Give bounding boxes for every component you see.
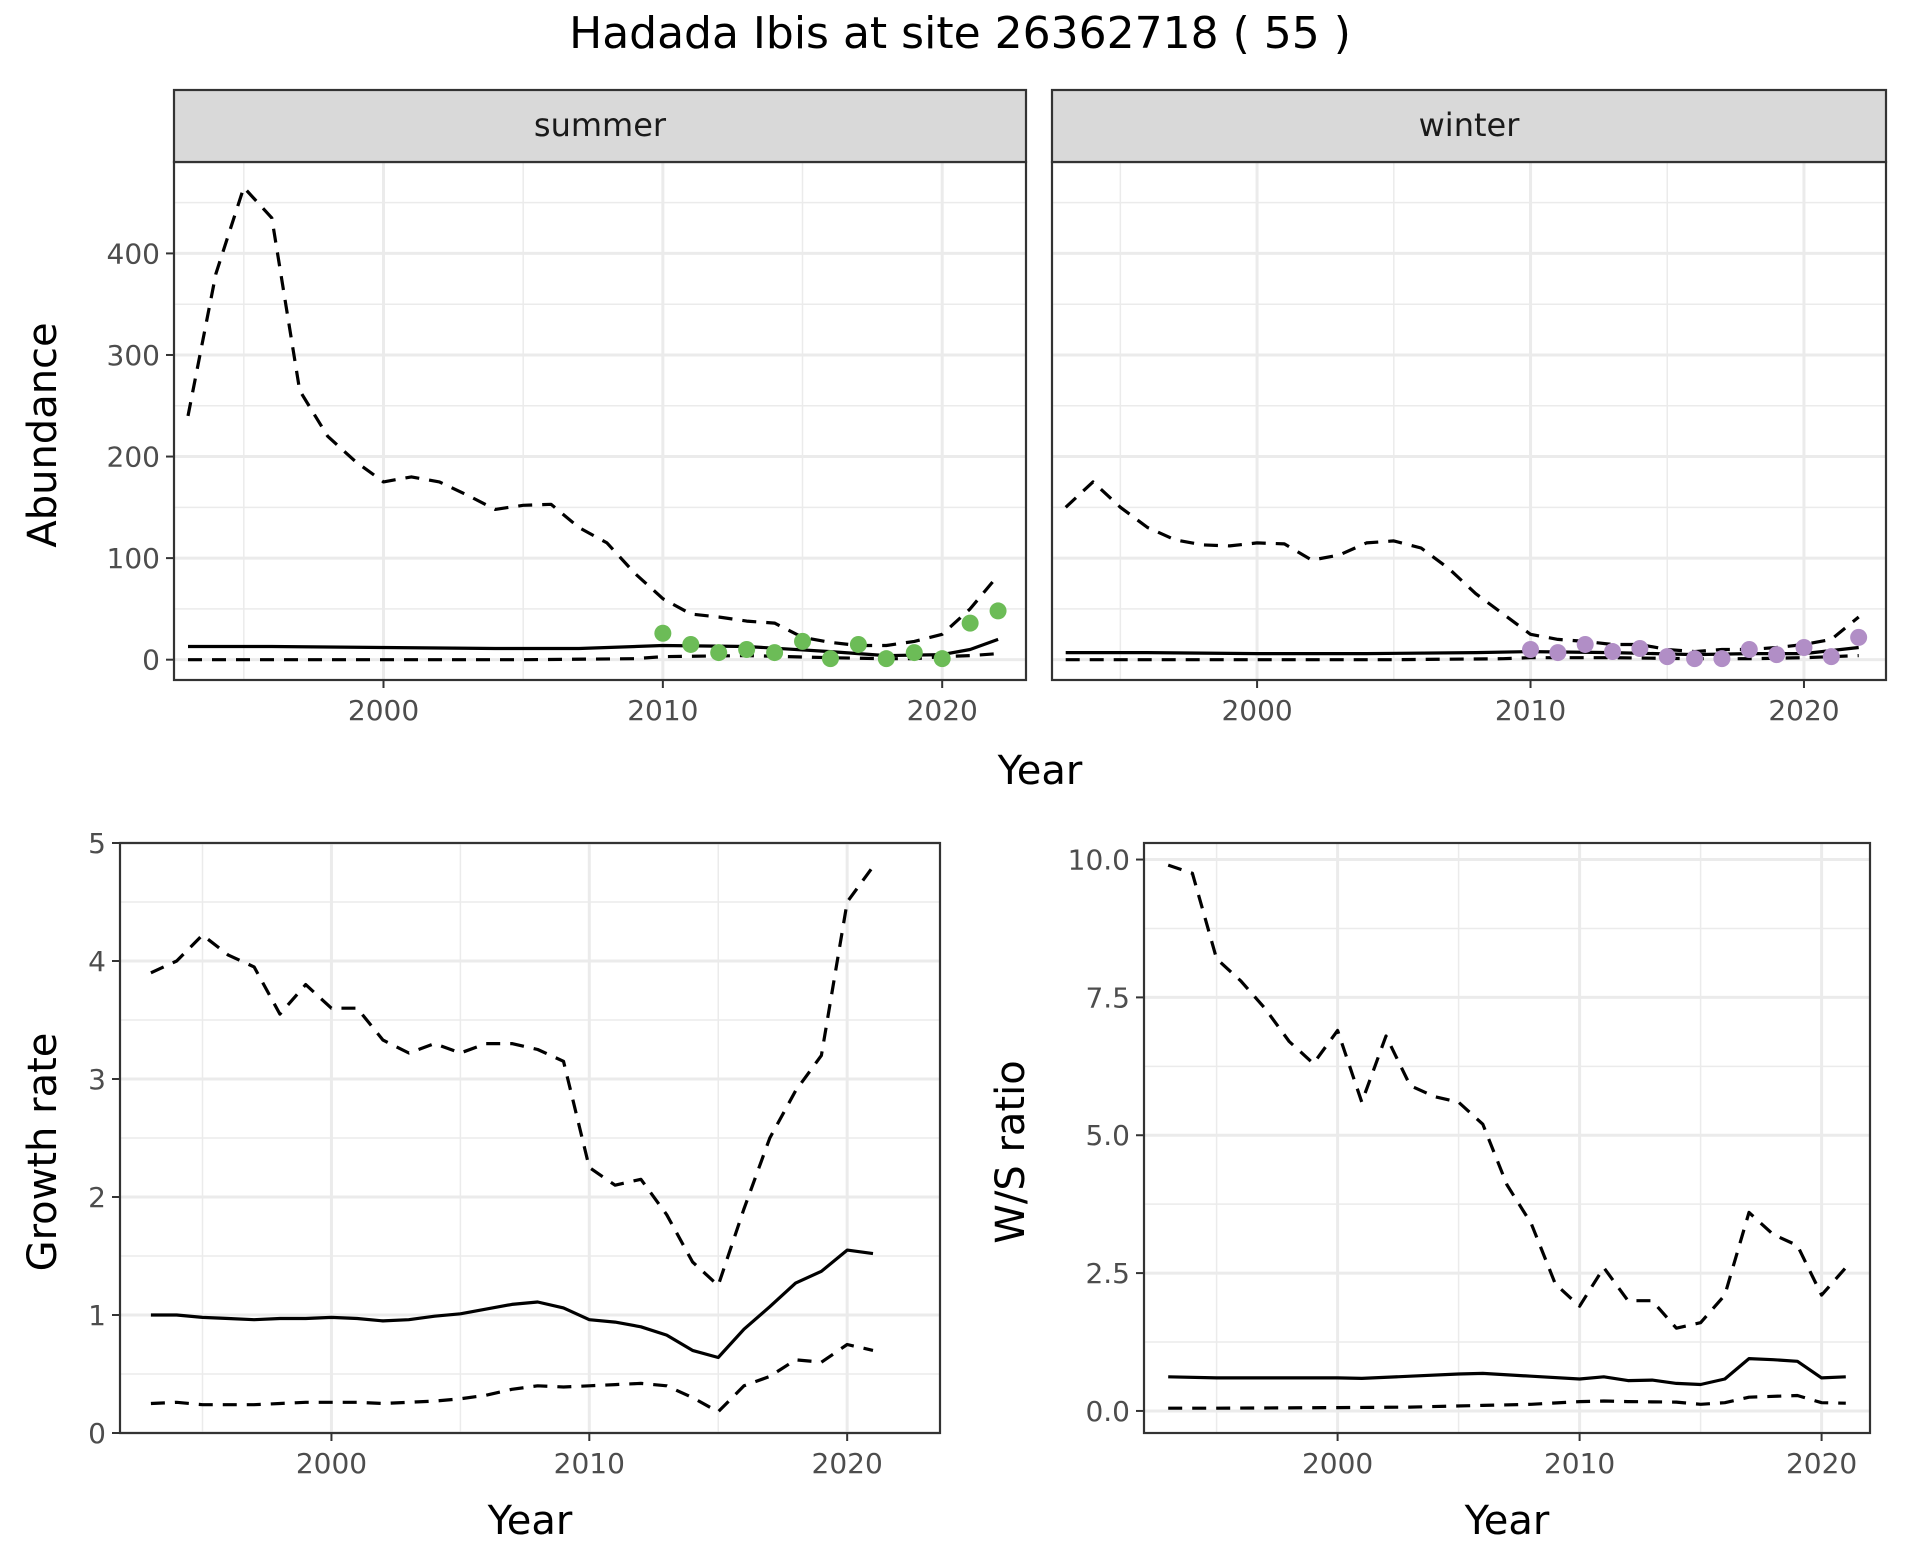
x-tick-label: 2010: [627, 694, 698, 727]
y-tick-label: 0: [88, 1417, 106, 1450]
y-tick-label: 2.5: [1085, 1257, 1130, 1290]
observed-point: [654, 624, 672, 642]
panels: summer 2000 2010 2020 0 100 200 300 400 Abundance…: [20, 88, 1888, 1544]
series-line-upper: [1064, 480, 1860, 654]
y-tick-label: 300: [107, 339, 160, 372]
y-axis-title: Growth rate: [20, 1033, 66, 1272]
observed-point: [1522, 641, 1540, 659]
x-tick-label: 2000: [1302, 1447, 1373, 1480]
x-tick-label: 2010: [1544, 1447, 1615, 1480]
y-axis-title: Abundance: [20, 322, 66, 547]
main-title: Hadada Ibis at site 26362718 ( 55 ): [569, 8, 1351, 59]
x-axis-title: Year: [487, 1498, 573, 1544]
y-tick-label: 4: [88, 945, 106, 978]
observed-point: [1795, 638, 1813, 656]
series-line-mean: [150, 1248, 874, 1360]
x-axis-title: Year: [1464, 1498, 1550, 1544]
observed-point: [794, 632, 812, 650]
series-line-upper: [1167, 863, 1848, 1330]
facet-strip: [172, 88, 1028, 164]
y-tick-label: 10.0: [1068, 844, 1130, 877]
observed-point: [1713, 650, 1731, 668]
y-tick-label: 7.5: [1085, 981, 1130, 1014]
x-tick-label: 2020: [1786, 1447, 1857, 1480]
observed-point: [1658, 648, 1676, 666]
x-tick-label: 2000: [296, 1447, 367, 1480]
observed-point: [1686, 650, 1704, 668]
x-tick-label: 2010: [554, 1447, 625, 1480]
panel-summer: summer 2000 2010 2020 0 100 200 300 400 Abundance: [20, 88, 1028, 727]
observed-point: [821, 650, 839, 668]
y-tick-label: 1: [88, 1299, 106, 1332]
observed-point: [1604, 643, 1622, 661]
panel-winter: winter 2000 2010 2020: [1050, 88, 1888, 727]
observed-point: [849, 635, 867, 653]
series-line-upper: [150, 865, 875, 1288]
observed-point: [1631, 640, 1649, 658]
observed-point: [877, 650, 895, 668]
observed-point: [1822, 648, 1840, 666]
x-tick-label: 2020: [1768, 694, 1839, 727]
series-line-lower: [150, 1342, 874, 1414]
observed-point: [989, 602, 1007, 620]
series-line-lower: [1168, 1393, 1846, 1410]
plot-background: [1144, 843, 1870, 1433]
x-tick-label: 2020: [907, 694, 978, 727]
x-tick-label: 2000: [348, 694, 419, 727]
observed-point: [933, 650, 951, 668]
series-line-mean: [1168, 1357, 1846, 1387]
facet-strip-label: summer: [534, 106, 667, 144]
panel-ratio: 2000 2010 2020 0.0 2.5 5.0 7.5 10.0 W/S ratio Yea…: [988, 841, 1872, 1544]
y-tick-label: 5: [88, 827, 106, 860]
observed-point: [766, 644, 784, 662]
x-tick-label: 2010: [1495, 694, 1566, 727]
x-tick-label: 2020: [812, 1447, 883, 1480]
observed-point: [738, 641, 756, 659]
observed-point: [1768, 646, 1786, 664]
observed-point: [1549, 644, 1567, 662]
facet-strip-label: winter: [1419, 106, 1521, 144]
panel-growth: 2000 2010 2020 0 1 2 3 4 5 Growth rate Year: [20, 827, 942, 1544]
observed-point: [905, 644, 923, 662]
y-tick-label: 2: [88, 1181, 106, 1214]
y-tick-label: 5.0: [1085, 1119, 1130, 1152]
observed-point: [1850, 628, 1868, 646]
x-tick-label: 2000: [1221, 694, 1292, 727]
y-axis-title: W/S ratio: [988, 1060, 1034, 1243]
plot-border: [118, 841, 942, 1435]
facet-strip: [1050, 88, 1888, 164]
y-tick-label: 400: [107, 237, 160, 270]
observed-point: [961, 614, 979, 632]
observed-point: [1740, 641, 1758, 659]
plot-background: [174, 162, 1026, 680]
y-tick-label: 0.0: [1085, 1395, 1130, 1428]
facet-x-axis-title: Year: [997, 748, 1083, 794]
observed-point: [1576, 635, 1594, 653]
plot-background: [1052, 162, 1886, 680]
y-tick-label: 3: [88, 1063, 106, 1096]
observed-point: [710, 644, 728, 662]
plot-border: [1142, 841, 1872, 1435]
observed-point: [682, 635, 700, 653]
y-tick-label: 0: [142, 644, 160, 677]
y-tick-label: 100: [107, 542, 160, 575]
y-tick-label: 200: [107, 441, 160, 474]
